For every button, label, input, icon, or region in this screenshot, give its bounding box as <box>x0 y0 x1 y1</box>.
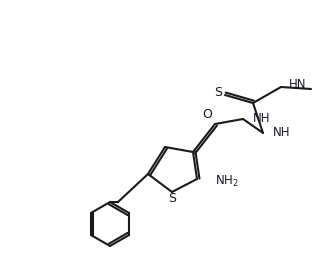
Text: S: S <box>168 193 176 205</box>
Text: S: S <box>214 87 222 100</box>
Text: HN: HN <box>289 78 306 91</box>
Text: NH: NH <box>273 126 290 139</box>
Text: NH$_2$: NH$_2$ <box>215 173 239 188</box>
Text: O: O <box>202 107 212 120</box>
Text: NH: NH <box>253 113 271 125</box>
